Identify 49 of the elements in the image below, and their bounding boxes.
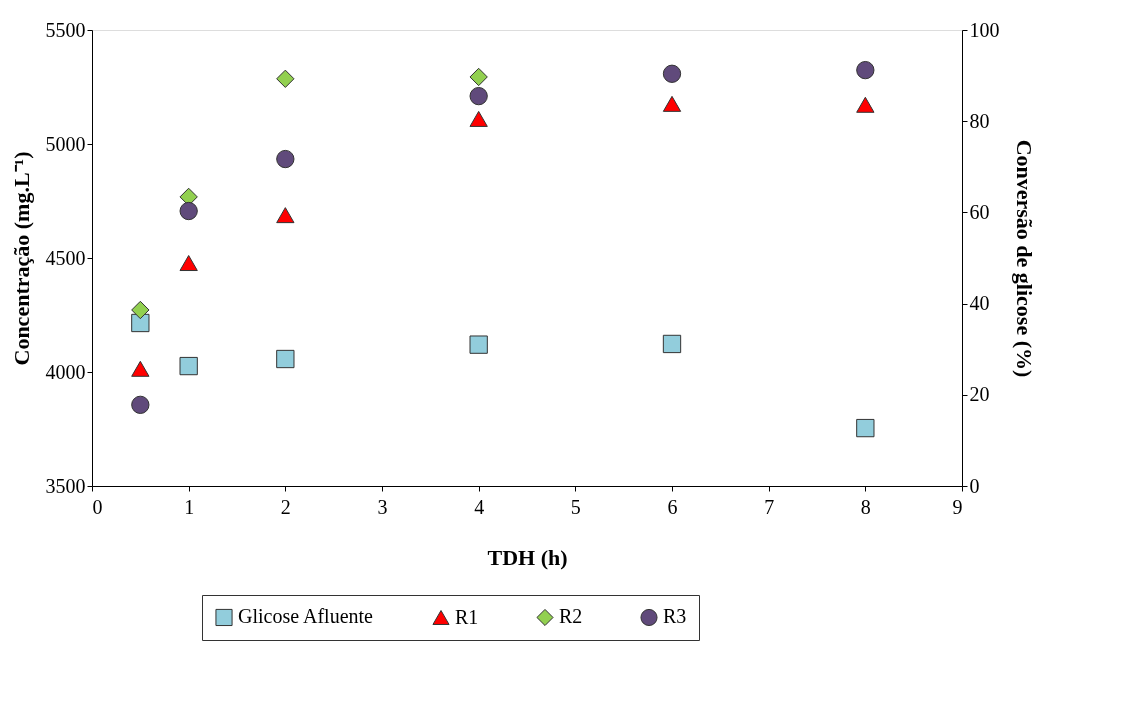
- legend-label: R3: [663, 605, 687, 628]
- x-tick-label: 7: [764, 495, 775, 518]
- point: [856, 418, 875, 438]
- x-tick-label: 6: [667, 495, 678, 518]
- point: [469, 67, 488, 87]
- y2-tick-label: 100: [969, 18, 1000, 41]
- point: [179, 356, 198, 376]
- point: [179, 255, 198, 272]
- point: [276, 207, 295, 224]
- point: [179, 201, 198, 221]
- point: [662, 95, 682, 112]
- y2-tick-label: 60: [969, 200, 990, 223]
- point: [131, 395, 150, 414]
- legend-label: Glicose Afluente: [238, 605, 374, 628]
- point: [469, 110, 488, 127]
- point: [131, 313, 150, 333]
- point: [856, 96, 875, 113]
- point: [856, 60, 875, 80]
- x-axis-title: TDH (h): [487, 544, 568, 570]
- y-tick-label: 5000: [45, 132, 86, 155]
- x-tick-label: 5: [570, 495, 581, 518]
- y-tick-label: 4000: [45, 360, 86, 383]
- y-tick-label: 5500: [45, 18, 86, 41]
- point: [276, 69, 295, 88]
- y-tick-label: 4500: [45, 246, 86, 269]
- y2-tick-label: 20: [969, 383, 990, 406]
- point: [662, 64, 682, 83]
- x-tick-label: 0: [92, 495, 103, 518]
- x-tick-label: 1: [184, 495, 195, 518]
- y-axis-title: Concentração (mg.L⁻¹): [8, 151, 34, 366]
- point: [662, 334, 682, 354]
- x-tick-label: 9: [952, 495, 963, 518]
- x-tick-label: 4: [474, 495, 485, 518]
- y2-tick-label: 40: [969, 292, 990, 315]
- x-tick-label: 2: [280, 495, 291, 518]
- legend-label: R1: [455, 605, 479, 628]
- x-tick-label: 3: [377, 495, 388, 518]
- x-tick-label: 8: [860, 495, 871, 518]
- point: [276, 349, 295, 369]
- y2-axis-title: Conversão de glicose (%): [1011, 139, 1037, 378]
- point: [469, 86, 488, 106]
- y2-tick-label: 0: [969, 474, 980, 497]
- y-tick-label: 3500: [45, 474, 86, 497]
- legend-label: R2: [559, 605, 583, 628]
- y2-tick-label: 80: [969, 109, 990, 132]
- point: [276, 149, 295, 169]
- point: [469, 335, 488, 354]
- point: [131, 300, 150, 320]
- point: [131, 360, 150, 377]
